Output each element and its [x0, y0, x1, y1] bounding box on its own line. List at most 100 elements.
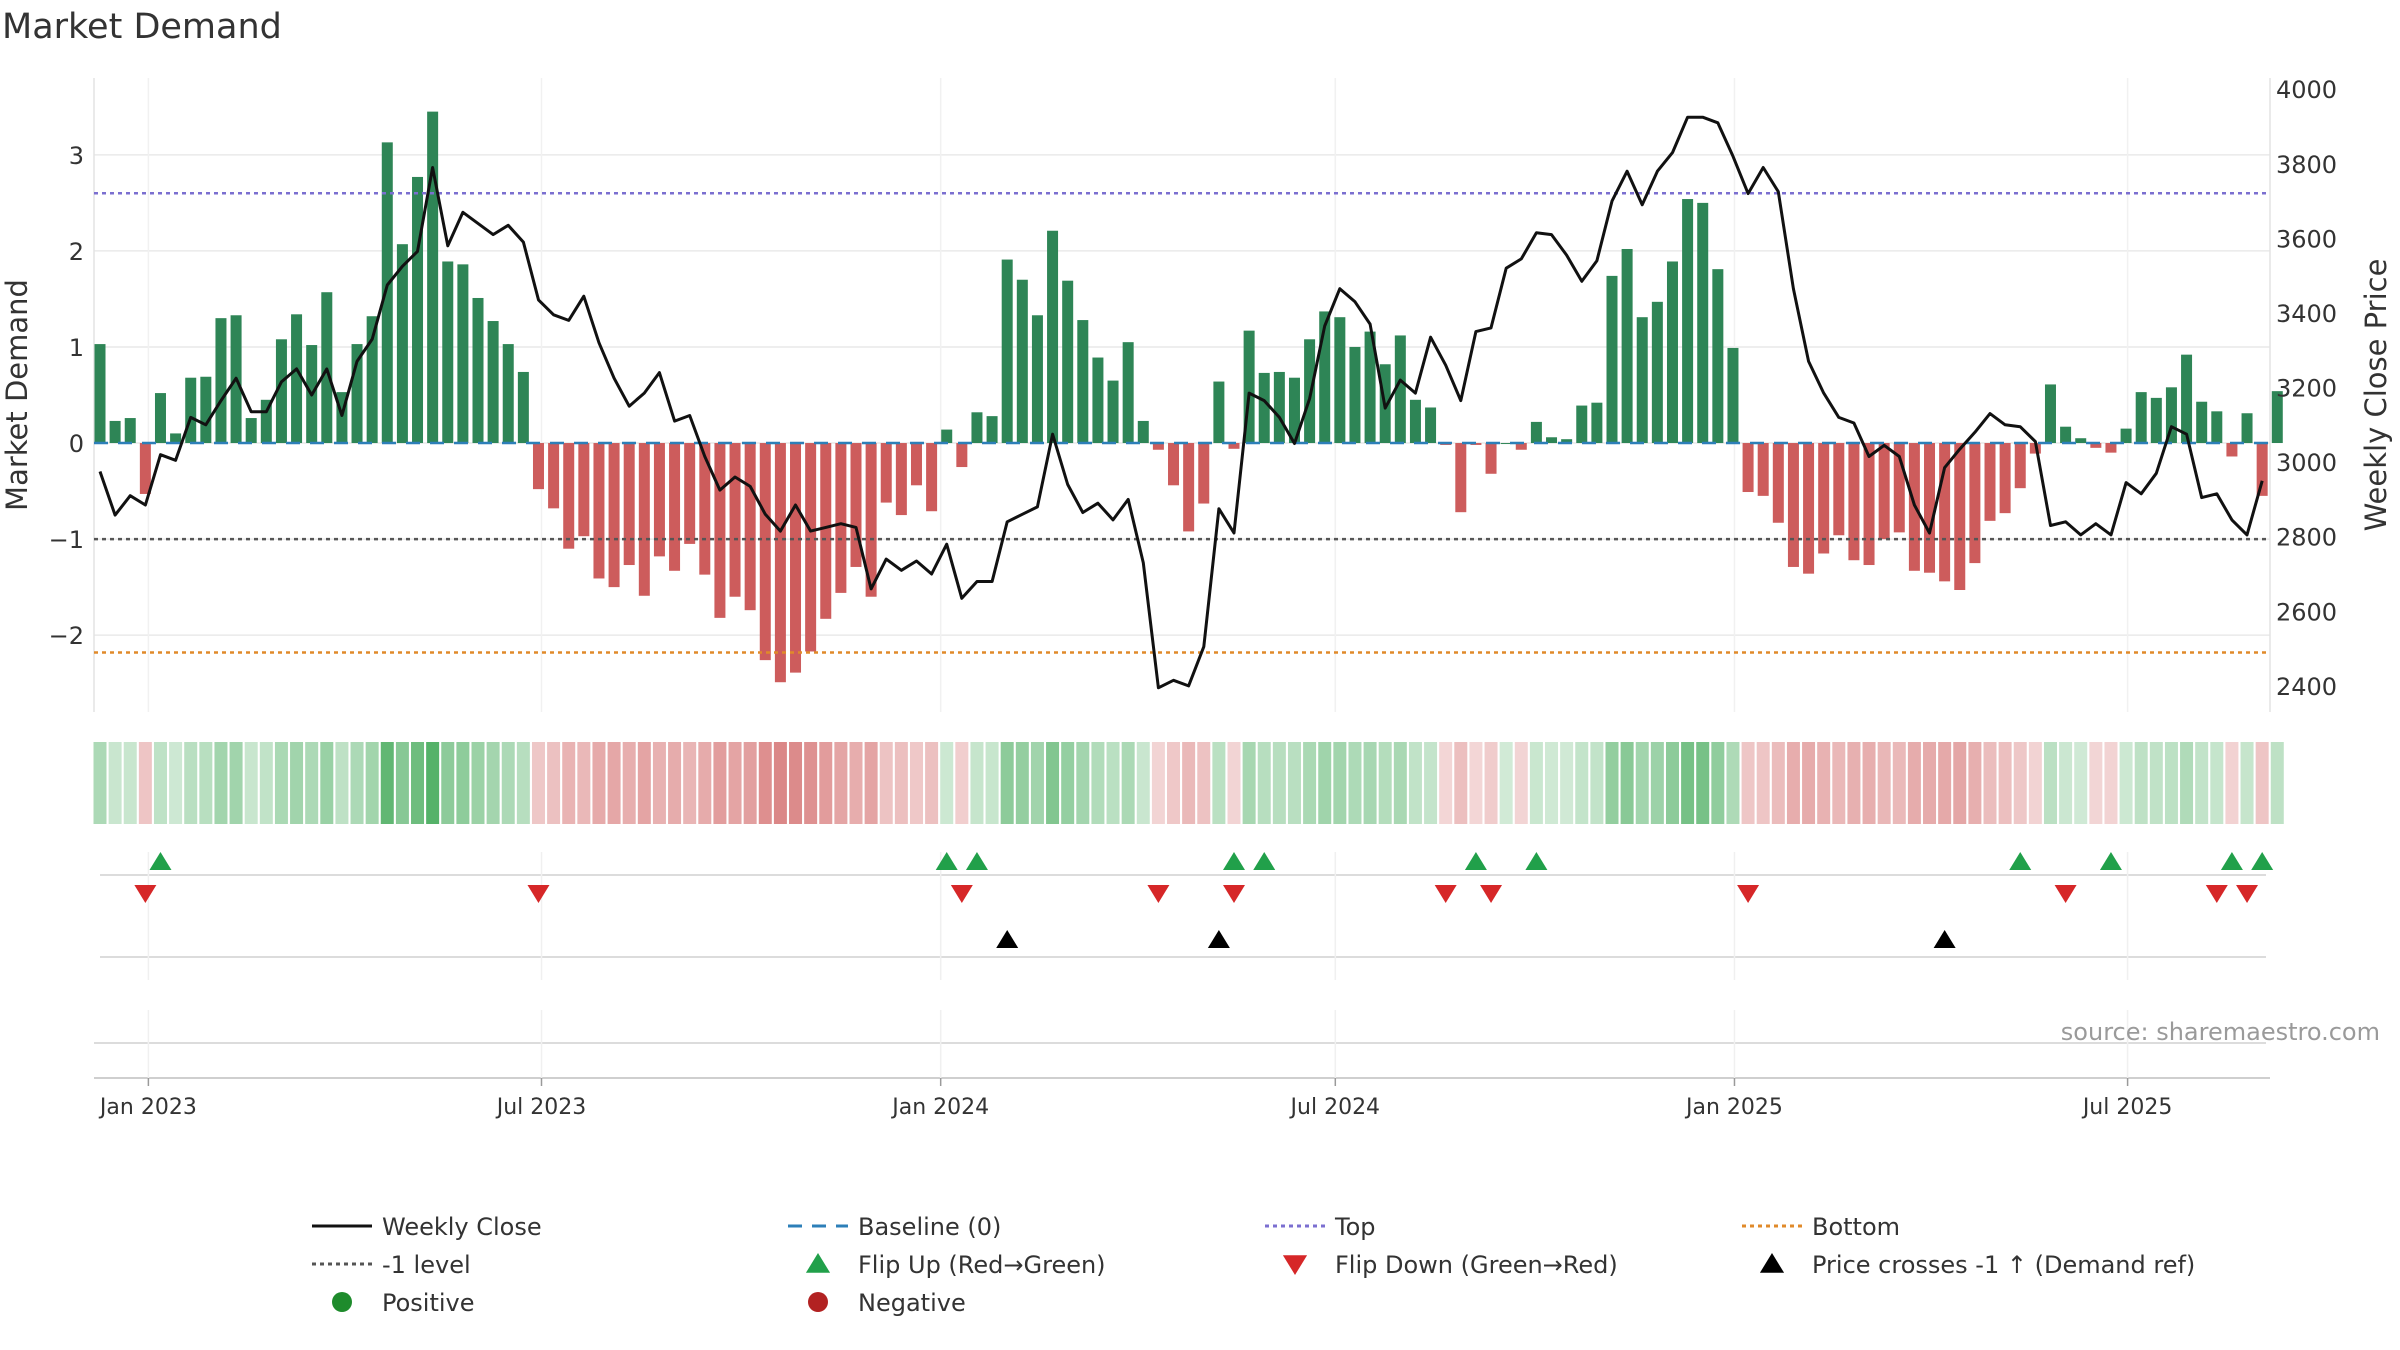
left-tick-label-2: 1 [69, 334, 84, 362]
demand-bar-56 [941, 429, 953, 444]
flip-up-marker-6 [1525, 852, 1548, 870]
heat-cell-135 [2134, 742, 2148, 824]
heat-cell-94 [1514, 742, 1528, 824]
heat-cell-104 [1665, 742, 1679, 824]
heat-cell-78 [1272, 742, 1286, 824]
heat-cell-127 [2013, 742, 2027, 824]
heat-cell-18 [365, 742, 379, 824]
heat-cell-119 [1892, 742, 1906, 824]
heat-cell-21 [411, 742, 425, 824]
demand-bar-65 [1077, 320, 1089, 444]
heat-cell-73 [1197, 742, 1211, 824]
demand-bar-122 [1939, 443, 1951, 582]
legend: Weekly Close Baseline (0) Top Bottom -1 leve… [312, 1213, 2195, 1317]
legend-swatch-5 [805, 1253, 831, 1273]
heat-cell-81 [1318, 742, 1332, 824]
heat-cell-118 [1877, 742, 1891, 824]
heat-cell-102 [1635, 742, 1649, 824]
heat-cell-99 [1590, 742, 1604, 824]
legend-label-5: Flip Up (Red→Green) [858, 1251, 1106, 1279]
heat-cell-136 [2149, 742, 2163, 824]
demand-bar-110 [1757, 443, 1769, 496]
heat-cell-84 [1363, 742, 1377, 824]
flip-down-marker-9 [2205, 885, 2228, 903]
demand-bar-95 [1530, 421, 1542, 444]
demand-bar-113 [1803, 443, 1815, 574]
flip-down-marker-4 [1223, 885, 1245, 903]
heat-cell-141 [2225, 742, 2239, 824]
flip-down-marker-2 [950, 885, 973, 903]
legend-label-9: Negative [858, 1289, 966, 1317]
demand-bar-84 [1364, 331, 1376, 444]
legend-label-1: Baseline (0) [858, 1213, 1001, 1241]
demand-bar-49 [835, 443, 847, 593]
demand-bar-47 [805, 443, 817, 652]
demand-bar-0 [94, 344, 106, 444]
legend-label-2: Top [1334, 1213, 1376, 1241]
heat-cell-53 [894, 742, 908, 824]
demand-bar-67 [1107, 380, 1119, 444]
demand-bar-3 [139, 443, 151, 494]
heat-cell-9 [229, 742, 243, 824]
heat-cell-24 [456, 742, 470, 824]
heat-cell-142 [2240, 742, 2254, 824]
heat-cell-16 [335, 742, 349, 824]
heat-cell-139 [2195, 742, 2209, 824]
demand-bar-132 [2090, 443, 2102, 448]
demand-bar-115 [1833, 443, 1845, 536]
heat-cell-2 [123, 742, 137, 824]
legend-label-3: Bottom [1812, 1213, 1900, 1241]
demand-bar-134 [2120, 428, 2132, 444]
demand-bar-58 [971, 412, 983, 444]
heat-cell-43 [743, 742, 757, 824]
heat-cell-114 [1817, 742, 1831, 824]
right-axis-label: Weekly Close Price [2359, 259, 2393, 532]
demand-bar-32 [578, 443, 590, 537]
flip-down-marker-7 [1737, 885, 1760, 903]
weekly-close-line [98, 115, 2264, 690]
heat-cell-98 [1575, 742, 1589, 824]
demand-bar-23 [442, 261, 454, 444]
demand-bar-57 [956, 443, 968, 468]
heat-cell-109 [1741, 742, 1755, 824]
heat-cell-83 [1348, 742, 1362, 824]
heat-cell-32 [577, 742, 591, 824]
demand-bar-41 [714, 443, 726, 618]
heat-cell-129 [2043, 742, 2057, 824]
heat-cell-19 [380, 742, 394, 824]
demand-bar-92 [1485, 443, 1497, 474]
heat-cell-27 [501, 742, 515, 824]
heat-cell-4 [153, 742, 167, 824]
flip-down-marker-0 [134, 885, 157, 903]
heat-cell-116 [1847, 742, 1861, 824]
left-tick-label-1: 2 [69, 238, 84, 266]
demand-bar-105 [1682, 199, 1694, 444]
demand-bar-74 [1213, 381, 1225, 444]
heat-cell-117 [1862, 742, 1876, 824]
heat-cell-120 [1907, 742, 1921, 824]
demand-bar-96 [1546, 437, 1558, 444]
x-tick-label-3: Jul 2024 [1289, 1095, 1381, 1120]
heat-cell-140 [2210, 742, 2224, 824]
left-tick-label-0: 3 [69, 142, 84, 170]
heat-cell-3 [138, 742, 152, 824]
demand-bar-88 [1425, 407, 1437, 444]
demand-bar-18 [366, 316, 378, 444]
demand-bar-100 [1606, 275, 1618, 444]
demand-bar-98 [1576, 405, 1588, 444]
heat-cell-49 [834, 742, 848, 824]
heat-cell-15 [320, 742, 334, 824]
left-axis-ticks: 3 2 1 0 −1 −2 [49, 142, 84, 650]
heat-cell-22 [426, 742, 440, 824]
right-tick-label-7: 2600 [2276, 598, 2337, 626]
reference-lines [94, 192, 2270, 654]
demand-bar-77 [1258, 372, 1270, 444]
heat-cell-133 [2104, 742, 2118, 824]
demand-bar-46 [790, 443, 802, 673]
demand-bar-142 [2241, 413, 2253, 444]
heat-cell-108 [1726, 742, 1740, 824]
price-cross-marker-1 [1207, 930, 1230, 948]
heat-cell-131 [2074, 742, 2088, 824]
heat-cell-87 [1408, 742, 1422, 824]
x-axis-ticks: Jan 2023 Jul 2023 Jan 2024 Jul 2024 Jan 2025… [98, 1078, 2172, 1120]
